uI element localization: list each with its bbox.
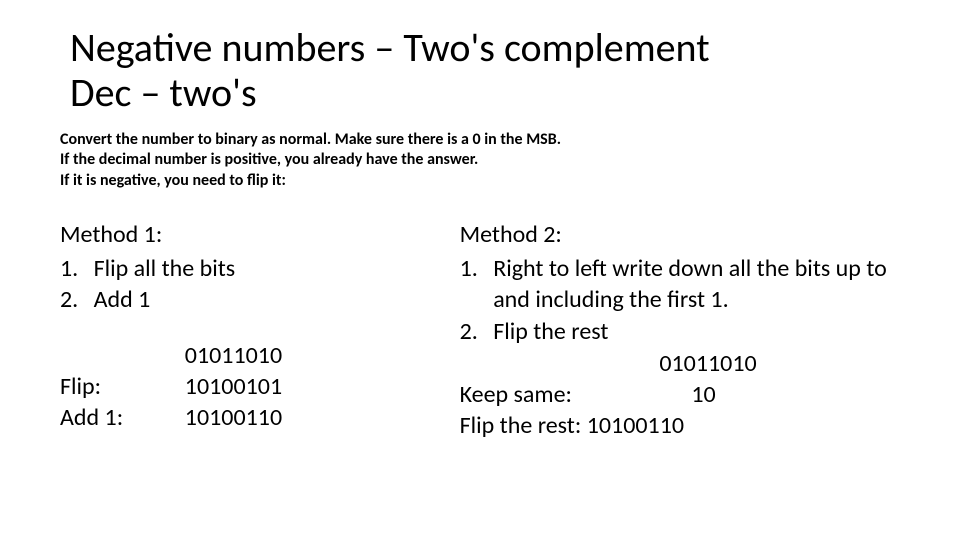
add-label-text: Add 1: xyxy=(60,403,123,432)
slide: Negative numbers – Two's complement Dec … xyxy=(0,0,960,540)
step-text: Right to left write down all the bits up… xyxy=(493,253,896,316)
intro-line-2: If the decimal number is positive, you a… xyxy=(60,150,478,169)
method-1-step-1: 1. Flip all the bits xyxy=(60,253,430,285)
example-label: Flip the rest: xyxy=(460,410,582,441)
example-value: 10100101 xyxy=(185,371,282,402)
columns: Method 1: 1. Flip all the bits 2. Add 1 … xyxy=(60,219,900,441)
method-2-example: 01011010 Keep same: 10 Flip the rest: 10… xyxy=(460,348,897,442)
step-text: Flip all the bits xyxy=(94,253,430,285)
title-line-2: Dec – two's xyxy=(70,68,257,117)
example-value: 10100110 xyxy=(587,410,684,441)
method-1-step-2: 2. Add 1 xyxy=(60,284,430,316)
example-row-add: Add 1: 10100110 xyxy=(60,402,430,433)
method-2: Method 2: 1. Right to left write down al… xyxy=(460,219,897,441)
example-row-keep: Keep same: 10 xyxy=(460,379,897,410)
method-1-heading: Method 1: xyxy=(60,219,430,251)
example-label xyxy=(60,340,185,371)
example-value: 01011010 xyxy=(185,340,282,371)
spacer xyxy=(60,316,430,340)
example-value: 10 xyxy=(691,379,715,410)
step-number: 1. xyxy=(60,253,94,285)
step-number: 2. xyxy=(60,284,94,316)
pad xyxy=(572,379,691,410)
method-2-heading: Method 2: xyxy=(460,219,897,251)
example-row-flip: Flip: 10100101 xyxy=(60,371,430,402)
method-1-example: 01011010 Flip: 10100101 Add 1: 10100110 xyxy=(60,340,430,434)
example-label: Flip: xyxy=(60,371,185,402)
example-label: Add 1: xyxy=(60,402,185,433)
example-value: 01011010 xyxy=(659,348,756,379)
step-text: Add 1 xyxy=(94,284,430,316)
example-value: 10100110 xyxy=(185,402,282,433)
intro-text: Convert the number to binary as normal. … xyxy=(60,130,900,191)
example-row-original: 01011010 xyxy=(60,340,430,371)
slide-title: Negative numbers – Two's complement Dec … xyxy=(70,26,890,116)
method-1: Method 1: 1. Flip all the bits 2. Add 1 … xyxy=(60,219,430,441)
step-text: Flip the rest xyxy=(493,316,896,348)
title-line-1: Negative numbers – Two's complement xyxy=(70,23,710,72)
step-number: 2. xyxy=(460,316,494,348)
intro-line-1: Convert the number to binary as normal. … xyxy=(60,130,561,149)
flip-label-text: Flip: xyxy=(60,372,101,401)
step-number: 1. xyxy=(460,253,494,316)
method-2-step-1: 1. Right to left write down all the bits… xyxy=(460,253,897,316)
example-label: Keep same: xyxy=(460,379,572,410)
example-row-original: 01011010 xyxy=(460,348,897,379)
method-2-step-2: 2. Flip the rest xyxy=(460,316,897,348)
intro-line-3: If it is negative, you need to flip it: xyxy=(60,171,286,190)
example-row-flip: Flip the rest: 10100110 xyxy=(460,410,897,441)
